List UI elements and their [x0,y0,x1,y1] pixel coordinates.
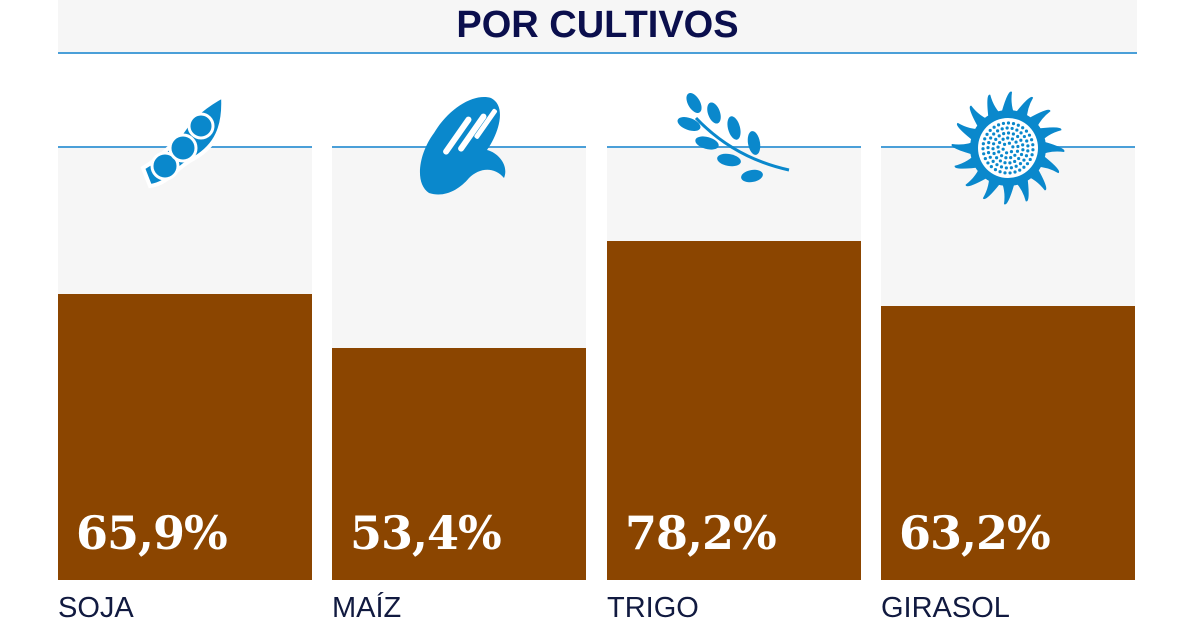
value-label: 63,2% [899,506,1051,560]
bar-trigo: 78,2% [607,240,861,580]
bar-soja: 65,9% [58,294,312,580]
column-trigo: 78,2% [607,146,861,580]
bar-girasol: 63,2% [881,305,1135,580]
category-label: MAÍZ [332,592,402,624]
title-bar: POR CULTIVOS [58,0,1137,54]
value-label: 65,9% [76,506,228,560]
column-soja: 65,9% [58,146,312,580]
soybean-icon [141,94,226,188]
sunflower-icon [951,91,1065,205]
wheat-icon [674,88,791,186]
value-label: 78,2% [625,506,777,560]
category-label: TRIGO [607,592,699,624]
column-maíz: 53,4% [332,146,586,580]
category-label: GIRASOL [881,592,1010,624]
column-girasol: 63,2% [881,146,1135,580]
corn-icon [419,97,506,195]
bar-maíz: 53,4% [332,348,586,580]
value-label: 53,4% [350,506,502,560]
category-label: SOJA [58,592,134,624]
chart-title: POR CULTIVOS [456,4,739,46]
